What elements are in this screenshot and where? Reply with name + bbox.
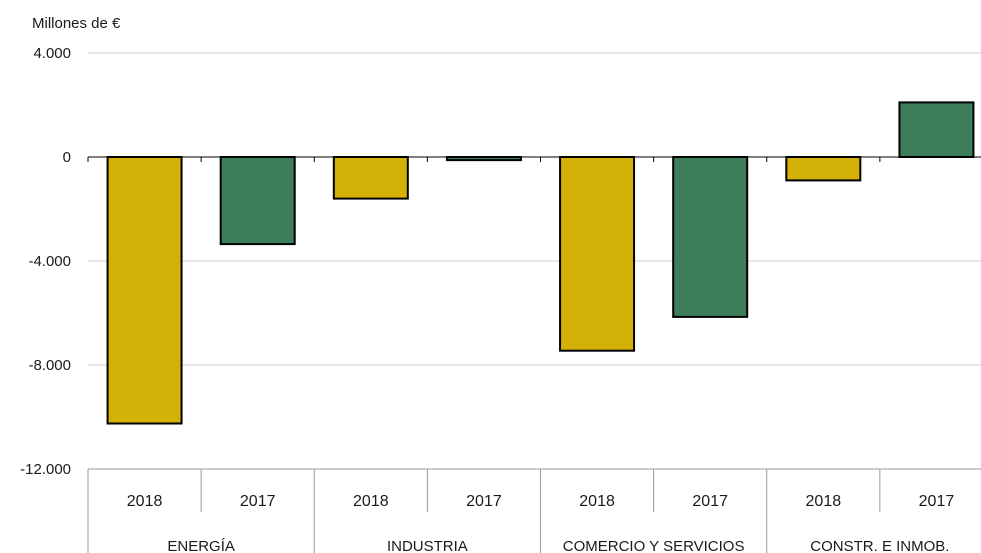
group-label: COMERCIO Y SERVICIOS xyxy=(563,538,745,553)
year-label: 2018 xyxy=(127,493,163,510)
bar xyxy=(219,156,296,246)
gridlines xyxy=(88,52,981,366)
bar xyxy=(332,156,409,200)
year-label: 2018 xyxy=(806,493,842,510)
year-label: 2018 xyxy=(579,493,615,510)
year-label: 2017 xyxy=(240,493,276,510)
year-label: 2017 xyxy=(919,493,955,510)
y-tick-label: -8.000 xyxy=(28,357,71,374)
group-label: ENERGÍA xyxy=(167,538,235,553)
y-tick-label: -12.000 xyxy=(20,461,71,478)
group-label: INDUSTRIA xyxy=(387,538,468,553)
year-label: 2017 xyxy=(692,493,728,510)
group-label: CONSTR. E INMOB. xyxy=(810,538,949,553)
bars xyxy=(106,101,975,425)
bar xyxy=(785,156,862,182)
y-tick-label: -4.000 xyxy=(28,253,71,270)
y-axis-ticks: 4.000 0 -4.000 -8.000 -12.000 xyxy=(20,45,71,478)
unit-label: Millones de € xyxy=(32,15,121,32)
year-label: 2017 xyxy=(466,493,502,510)
bar xyxy=(559,156,636,352)
y-tick-label: 4.000 xyxy=(33,45,71,62)
year-label: 2018 xyxy=(353,493,389,510)
category-axis: 2018 2017 ENERGÍA 2018 2017 INDUSTRIA 2018 2017… xyxy=(87,156,981,553)
bar xyxy=(898,101,975,158)
bar xyxy=(672,156,749,318)
y-tick-label: 0 xyxy=(63,149,71,166)
bar xyxy=(106,156,183,425)
